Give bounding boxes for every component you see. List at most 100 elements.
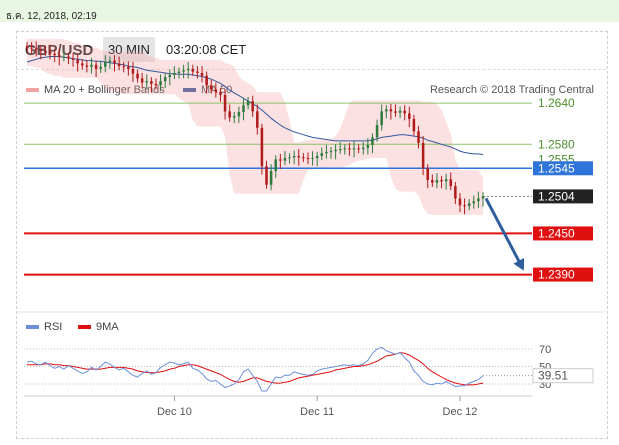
candle-body — [205, 75, 208, 86]
rsi-line — [26, 346, 484, 392]
level-label-1-2640: 1.2640 — [538, 96, 575, 110]
candle-body — [53, 53, 56, 56]
candle-body — [177, 71, 181, 73]
candle-body — [168, 75, 172, 78]
candle-body — [136, 73, 139, 79]
level-tag-current — [533, 189, 593, 204]
legend-swatch-9ma — [78, 325, 91, 329]
candle-body — [361, 147, 365, 150]
candle-body — [412, 118, 416, 132]
candle-body — [233, 116, 236, 118]
x-tick-label: Dec 12 — [443, 406, 478, 418]
credit-text: Research © 2018 Trading Central — [430, 84, 594, 96]
candle-body — [237, 112, 241, 117]
candle-body — [76, 59, 79, 64]
candle-body — [131, 68, 135, 74]
candle-body — [260, 127, 264, 167]
level-tag-1-2390 — [533, 267, 593, 282]
candle-body — [389, 109, 393, 112]
candle-body — [334, 149, 337, 152]
candle-body — [348, 148, 351, 150]
x-tick-label: Dec 10 — [157, 406, 192, 418]
candle-body — [477, 198, 480, 202]
candle-body — [398, 110, 402, 113]
candle-body — [408, 113, 411, 119]
candle-body — [186, 68, 190, 71]
x-tick-label: Dec 11 — [300, 406, 334, 418]
candle-body — [463, 205, 466, 207]
candle-body — [385, 109, 388, 112]
candle-body — [154, 83, 158, 86]
header-divider — [16, 69, 606, 70]
candle-body — [223, 94, 227, 112]
candle-body — [159, 81, 162, 86]
forecast-arrow-head — [513, 258, 525, 271]
candle-body — [343, 148, 347, 150]
candle-body — [311, 158, 314, 159]
rsi-tick-70: 70 — [539, 344, 551, 356]
candle-body — [71, 58, 75, 60]
legend-swatch-bollinger — [26, 88, 39, 92]
timestamp: ธ.ค. 12, 2018, 02:19 — [6, 11, 97, 22]
candle-body — [173, 72, 176, 76]
candle-body — [292, 155, 296, 158]
candle-body — [57, 55, 61, 58]
candle-body — [306, 158, 310, 159]
candle-body — [200, 72, 204, 76]
legend-label-9ma: 9MA — [96, 321, 119, 333]
candle-body — [444, 179, 448, 182]
candle-body — [214, 89, 218, 93]
chart-panel — [16, 31, 608, 439]
candle-body — [315, 155, 319, 158]
candle-body — [279, 159, 282, 161]
candle-body — [352, 148, 356, 150]
candle-body — [163, 77, 167, 82]
candle-body — [34, 48, 38, 50]
candle-body — [302, 157, 305, 159]
level-tag-1-2545 — [533, 161, 593, 176]
candle-body — [274, 159, 277, 172]
candle-body — [329, 151, 333, 153]
candle-body — [196, 71, 199, 73]
candle-body — [25, 46, 29, 48]
candle-body — [117, 63, 121, 67]
candle-body — [81, 63, 84, 66]
candle-body — [366, 144, 370, 148]
candle-body — [431, 179, 434, 183]
candle-body — [182, 70, 185, 72]
candle-body — [380, 111, 383, 126]
top-bar: ธ.ค. 12, 2018, 02:19 — [0, 0, 619, 22]
candle-body — [62, 56, 66, 58]
rsi-ma-line — [27, 351, 484, 386]
bollinger-band — [27, 38, 483, 215]
candle-body — [99, 66, 102, 69]
timeframe-badge[interactable]: 30 MIN — [103, 37, 155, 62]
candle-body — [150, 81, 153, 84]
candle-body — [320, 153, 324, 156]
candle-body — [283, 158, 287, 161]
candle-body — [357, 148, 360, 150]
forecast-arrow — [484, 197, 524, 268]
level-label-1-2545: 1.2545 — [538, 161, 575, 175]
rsi-value-label: 39.51 — [538, 369, 568, 383]
level-label-1-2390: 1.2390 — [538, 268, 575, 282]
candle-body — [44, 51, 47, 53]
candle-body — [265, 166, 268, 185]
candle-body — [246, 101, 250, 106]
candle-body — [458, 198, 462, 206]
candle-body — [454, 186, 457, 199]
candle-body — [219, 92, 222, 95]
candle-body — [30, 47, 33, 49]
candle-body — [472, 201, 476, 204]
candle-body — [251, 101, 254, 112]
candle-body — [113, 60, 116, 64]
candle-body — [481, 196, 485, 199]
candle-body — [242, 105, 245, 113]
level-tag-1-2580 — [533, 137, 593, 152]
level-tag-1-2450 — [533, 226, 593, 241]
chart-time: 03:20:08 CET — [166, 42, 247, 57]
candle-body — [90, 64, 93, 67]
candle-body — [67, 56, 70, 59]
candle-body — [297, 155, 301, 158]
